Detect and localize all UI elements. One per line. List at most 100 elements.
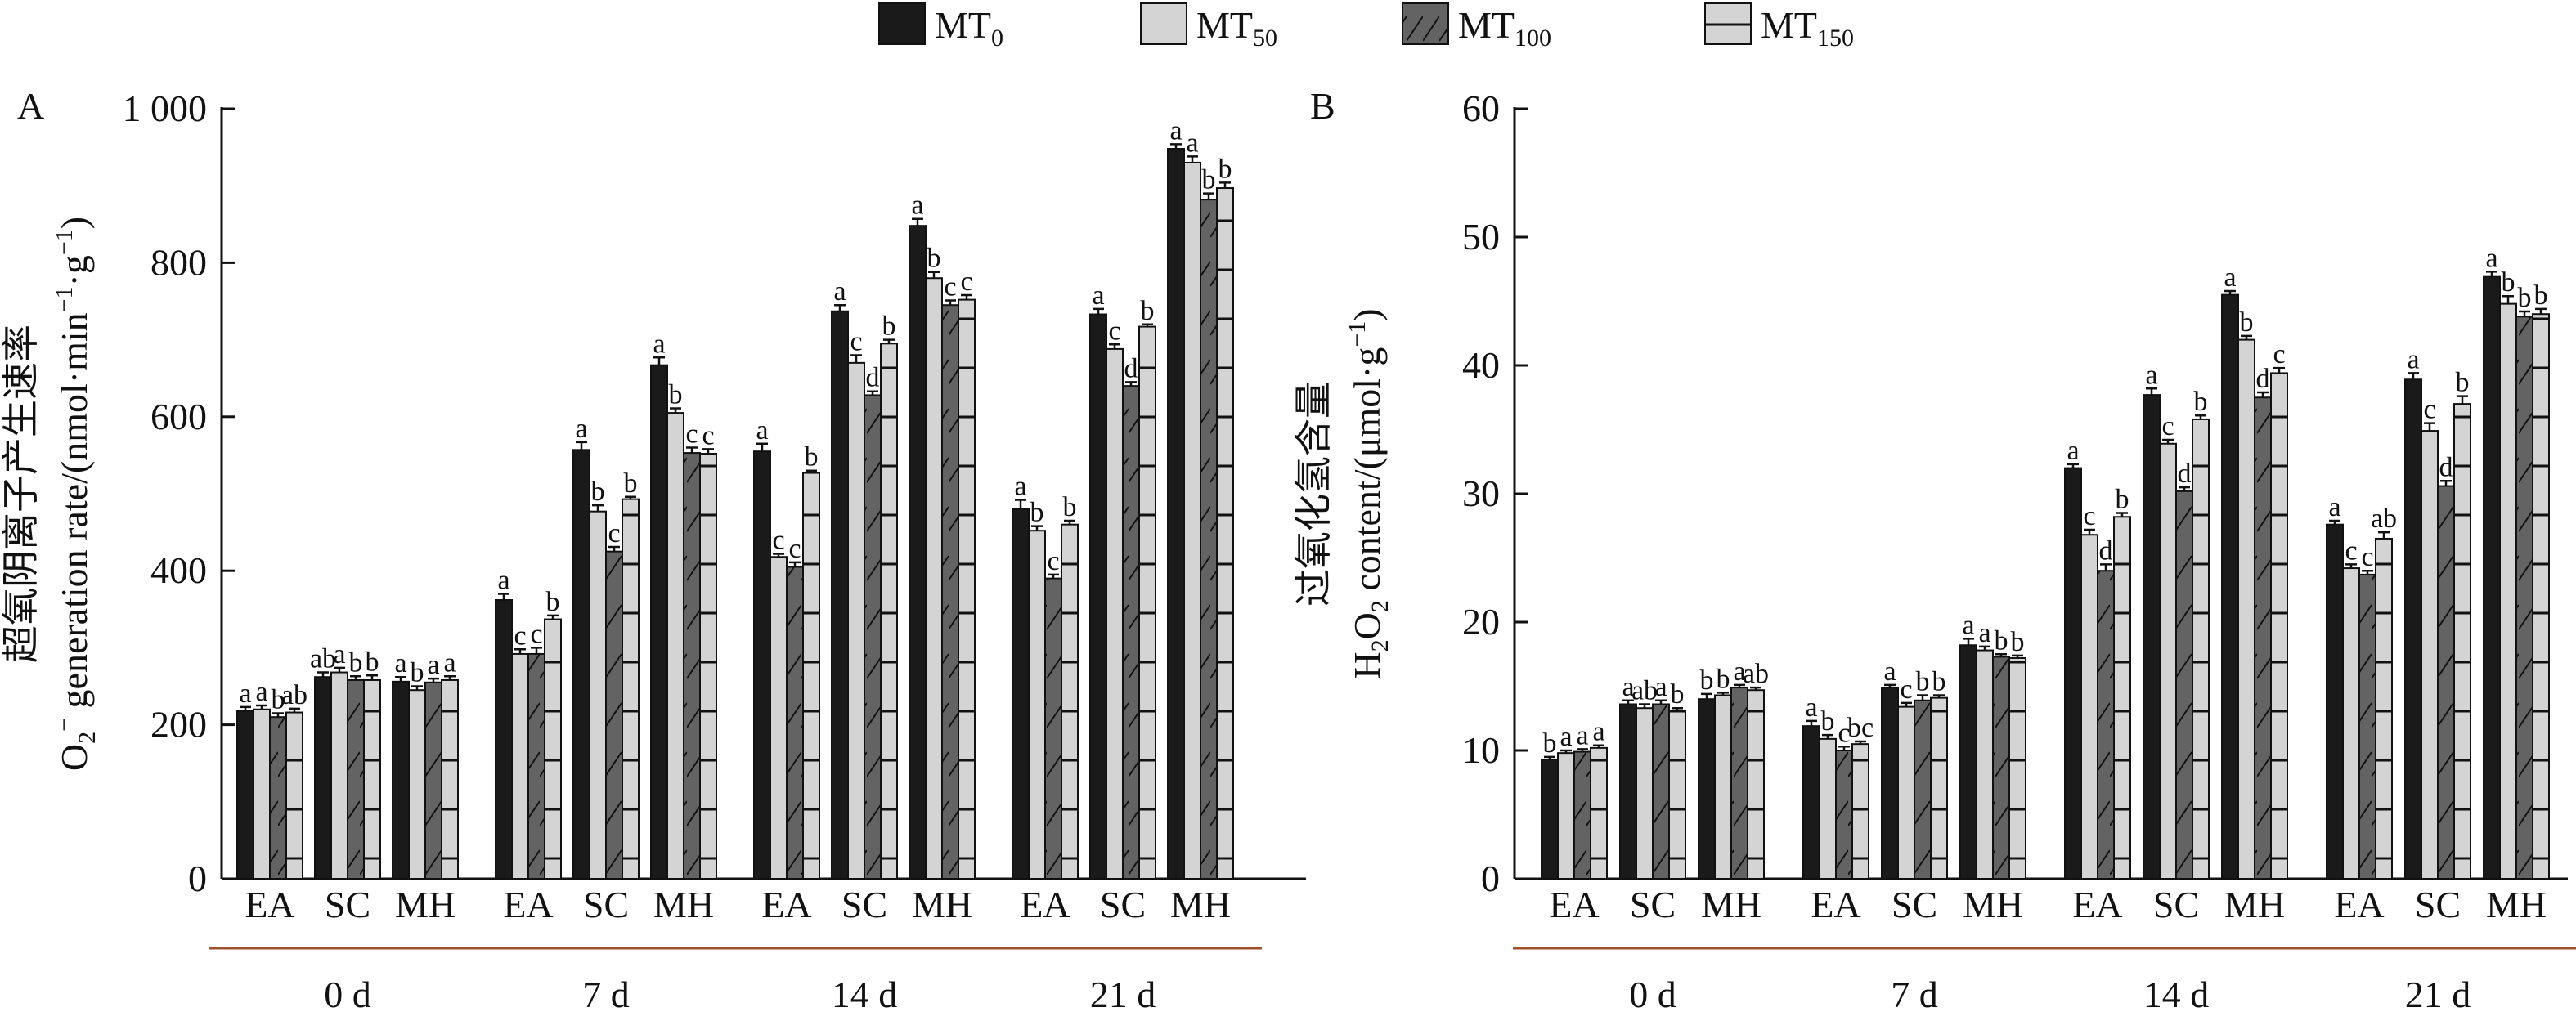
bar-mh-mt100: [1200, 199, 1218, 880]
significance-letter: b: [1141, 296, 1155, 326]
bar-ea-mt50: [1819, 737, 1837, 880]
significance-letter: bc: [1847, 713, 1874, 743]
category-label: SC: [1100, 884, 1146, 925]
bar-mh-mt150: [2532, 313, 2550, 880]
category-label: EA: [245, 884, 294, 925]
y-axis-label-en: O2− generation rate/(nmol·min−1·g−1): [51, 217, 101, 771]
significance-letter: c: [2083, 501, 2095, 531]
error-bar: [608, 545, 620, 552]
bar-mh-mt0: [392, 680, 410, 880]
bar-sc-mt100: [1652, 703, 1670, 880]
bar-mh-mt50: [2499, 302, 2517, 880]
error-bar: [883, 338, 895, 344]
error-bar: [2179, 486, 2190, 491]
error-bar: [1015, 499, 1026, 509]
significance-letter: b: [1671, 679, 1685, 710]
bar-mh-mt150: [2008, 656, 2026, 880]
bar-sc-mt50: [847, 361, 865, 880]
bar-ea-mt150: [1590, 746, 1608, 880]
error-bar: [1855, 740, 1866, 745]
error-bar: [2345, 563, 2357, 569]
significance-letter: a: [1186, 128, 1198, 158]
bar-ea-mt0: [753, 450, 771, 880]
error-bar: [670, 407, 681, 414]
error-bar: [350, 675, 361, 680]
legend: MT0 MT50 MT100 MT150: [878, 2, 1854, 51]
error-bar: [2100, 563, 2112, 571]
y-tick-label: 30: [1462, 472, 1500, 514]
significance-letter: a: [2485, 243, 2497, 273]
error-bar: [1822, 733, 1833, 739]
category-label: SC: [1630, 884, 1676, 925]
bar-sc-mt50: [2421, 430, 2439, 880]
bar-ea-mt150: [1061, 523, 1079, 880]
significance-letter: a: [2145, 360, 2157, 390]
significance-letter: d: [2439, 452, 2453, 482]
legend-item-mt50: MT50: [1140, 2, 1277, 51]
error-bar: [834, 303, 846, 311]
y-tick-label: 600: [150, 396, 207, 437]
bar-sc-mt50: [1106, 347, 1124, 880]
significance-letter: b: [591, 477, 605, 507]
error-bar: [1125, 381, 1137, 387]
bar-mh-mt100: [1730, 687, 1748, 880]
significance-letter: c: [1900, 674, 1912, 705]
bar-ea-mt50: [511, 652, 529, 880]
legend-swatch: [1704, 2, 1752, 45]
error-bar: [961, 293, 972, 300]
bar-ea-mt50: [1557, 752, 1575, 880]
error-bar: [1639, 703, 1650, 709]
significance-letter: b: [2518, 283, 2532, 313]
error-bar: [2084, 528, 2095, 535]
error-bar: [272, 712, 284, 718]
error-bar: [1031, 525, 1043, 531]
significance-letter: c: [514, 620, 526, 651]
significance-letter: b: [272, 684, 285, 714]
significance-letter: a: [443, 647, 456, 678]
significance-letter: d: [1124, 353, 1138, 383]
error-bar: [1093, 307, 1104, 315]
bar-sc-mt100: [605, 550, 623, 880]
significance-letter: ab: [310, 644, 336, 674]
error-bar: [428, 677, 439, 683]
bar-ea-mt100: [527, 652, 545, 880]
error-bar: [2457, 395, 2468, 405]
bar-sc-mt100: [2175, 490, 2193, 880]
significance-letter: b: [1030, 498, 1044, 528]
bar-ea-mt50: [2342, 567, 2360, 880]
significance-letter: b: [1995, 625, 2008, 656]
error-bar: [2519, 310, 2530, 317]
legend-item-mt0: MT0: [878, 2, 1003, 51]
legend-label: MT0: [935, 4, 1003, 51]
error-bar: [789, 561, 801, 567]
bar-ea-mt0: [1012, 508, 1030, 880]
bar-sc-mt0: [831, 310, 849, 880]
error-bar: [1203, 192, 1214, 200]
error-bar: [2146, 387, 2157, 396]
bar-sc-mt50: [1897, 705, 1915, 880]
bar-mh-mt100: [2254, 396, 2272, 880]
bar-ea-mt100: [1044, 577, 1062, 880]
bar-ea-mt50: [253, 708, 271, 880]
y-tick-label: 50: [1462, 216, 1500, 257]
error-bar: [1884, 683, 1896, 688]
category-label: MH: [395, 884, 456, 925]
significance-letter: b: [2011, 627, 2025, 657]
significance-letter: b: [349, 647, 363, 678]
error-bar: [2440, 480, 2452, 486]
error-bar: [912, 217, 923, 226]
y-tick-label: 0: [1481, 858, 1500, 899]
error-bar: [686, 446, 698, 454]
error-bar: [592, 504, 604, 512]
y-axis-label-en: H2O2 content/(μmol·g−1): [1344, 308, 1393, 678]
significance-letter: b: [2534, 280, 2548, 311]
group-label: 14 d: [832, 974, 898, 1015]
error-bar: [1806, 719, 1817, 727]
bar-ea-mt150: [2113, 516, 2131, 880]
category-label: MH: [1170, 884, 1231, 925]
significance-letter: a: [911, 190, 923, 221]
bar-ea-mt100: [2358, 573, 2376, 880]
